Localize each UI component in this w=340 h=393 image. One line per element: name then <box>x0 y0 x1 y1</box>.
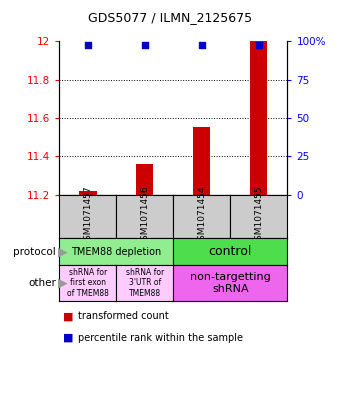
Text: other: other <box>28 278 56 288</box>
Point <box>85 42 91 48</box>
Text: shRNA for
first exon
of TMEM88: shRNA for first exon of TMEM88 <box>67 268 109 298</box>
Bar <box>80 191 97 195</box>
Text: GSM1071456: GSM1071456 <box>140 186 149 246</box>
Text: TMEM88 depletion: TMEM88 depletion <box>71 246 162 257</box>
Text: ▶: ▶ <box>58 245 67 258</box>
Text: GDS5077 / ILMN_2125675: GDS5077 / ILMN_2125675 <box>88 11 252 24</box>
Point <box>256 42 261 48</box>
Text: percentile rank within the sample: percentile rank within the sample <box>78 333 243 343</box>
Text: ■: ■ <box>63 333 73 343</box>
Text: shRNA for
3'UTR of
TMEM88: shRNA for 3'UTR of TMEM88 <box>126 268 164 298</box>
Text: non-targetting
shRNA: non-targetting shRNA <box>190 272 271 294</box>
Text: ■: ■ <box>63 311 73 321</box>
Text: ▶: ▶ <box>58 276 67 290</box>
Point <box>142 42 148 48</box>
Text: protocol: protocol <box>13 246 56 257</box>
Bar <box>193 127 210 195</box>
Point <box>199 42 205 48</box>
Text: control: control <box>209 245 252 258</box>
Text: GSM1071457: GSM1071457 <box>84 186 92 246</box>
Text: GSM1071454: GSM1071454 <box>198 186 206 246</box>
Bar <box>136 164 153 195</box>
Text: GSM1071455: GSM1071455 <box>254 186 263 246</box>
Text: transformed count: transformed count <box>78 311 169 321</box>
Bar <box>250 41 267 195</box>
